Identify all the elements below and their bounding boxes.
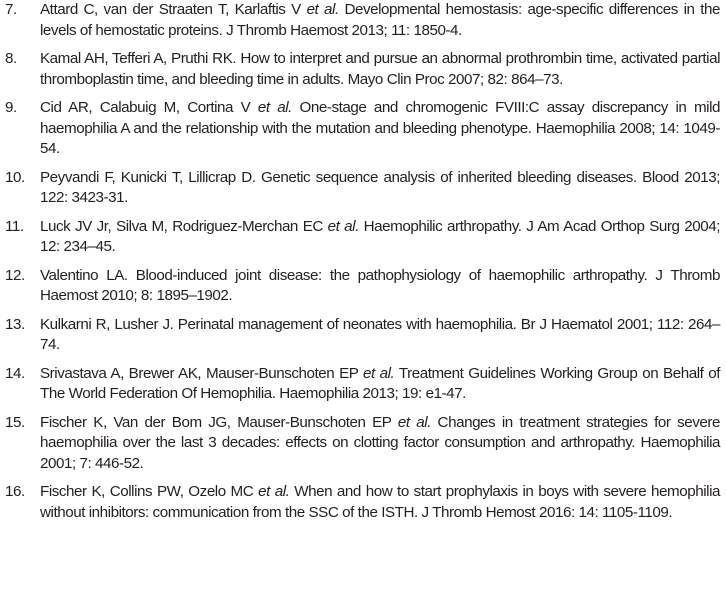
reference-text: Peyvandi F, Kunicki T, Lillicrap D. Gene… (40, 168, 720, 207)
reference-number: 10. (5, 168, 25, 186)
reference-number: 13. (5, 315, 25, 333)
et-al: et al. (327, 217, 360, 235)
reference-text-cont: One-stage and chromogenic FVIII:C assay … (40, 99, 720, 157)
reference-text-cont: Treatment Guidelines Working Group on Be… (40, 364, 720, 403)
reference-item: 8. Kamal AH, Tefferi A, Pruthi RK. How to… (0, 49, 726, 90)
reference-text: Srivastava A, Brewer AK, Mauser-Bunschot… (40, 364, 363, 382)
reference-text-cont: Changes in treatment strategies for seve… (40, 413, 720, 472)
reference-item: 14. Srivastava A, Brewer AK, Mauser-Bunsc… (0, 364, 726, 405)
reference-number: 11. (5, 217, 24, 235)
reference-text: Valentino LA. Blood-induced joint diseas… (40, 266, 720, 305)
reference-number: 14. (5, 364, 25, 382)
reference-list: 7. Attard C, van der Straaten T, Karlafti… (0, 0, 726, 523)
reference-number: 8. (5, 50, 17, 67)
reference-text: Kamal AH, Tefferi A, Pruthi RK. How to i… (40, 50, 720, 88)
reference-item: 10. Peyvandi F, Kunicki T, Lillicrap D. G… (0, 168, 726, 209)
reference-text: Fischer K, Van der Bom JG, Mauser-Bunsch… (40, 413, 398, 431)
reference-number: 7. (5, 1, 17, 18)
reference-item: 12. Valentino LA. Blood-induced joint dis… (0, 266, 726, 307)
et-al: et al. (306, 1, 340, 18)
reference-text-cont: Haemophilic arthropathy. J Am Acad Ortho… (40, 217, 720, 256)
et-al: et al. (258, 483, 290, 500)
reference-text: Fischer K, Collins PW, Ozelo MC (40, 483, 259, 500)
reference-text: Kulkarni R, Lusher J. Perinatal manageme… (40, 315, 720, 354)
reference-number: 9. (5, 99, 17, 116)
reference-item: 16. Fischer K, Collins PW, Ozelo MC et al… (0, 482, 726, 523)
reference-text: Cid AR, Calabuig M, Cortina V (40, 99, 258, 116)
reference-number: 16. (5, 483, 25, 500)
et-al: et al. (397, 413, 432, 431)
reference-number: 15. (5, 413, 25, 431)
reference-item: 11. Luck JV Jr, Silva M, Rodriguez-Mercha… (0, 217, 726, 258)
reference-text-cont: Developmental hemostasis: age-specific d… (40, 1, 721, 39)
reference-item: 13. Kulkarni R, Lusher J. Perinatal manag… (0, 315, 726, 356)
reference-text: Attard C, van der Straaten T, Karlaftis … (40, 1, 307, 18)
et-al: et al. (363, 364, 395, 382)
reference-number: 12. (5, 266, 25, 284)
reference-item: 9. Cid AR, Calabuig M, Cortina V et al. O… (0, 98, 726, 160)
reference-item: 15. Fischer K, Van der Bom JG, Mauser-Bun… (0, 413, 726, 475)
et-al: et al. (257, 99, 292, 116)
reference-text: Luck JV Jr, Silva M, Rodriguez-Merchan E… (40, 217, 328, 235)
reference-text-cont: When and how to start prophylaxis in boy… (40, 483, 720, 521)
reference-item: 7. Attard C, van der Straaten T, Karlafti… (0, 0, 726, 41)
